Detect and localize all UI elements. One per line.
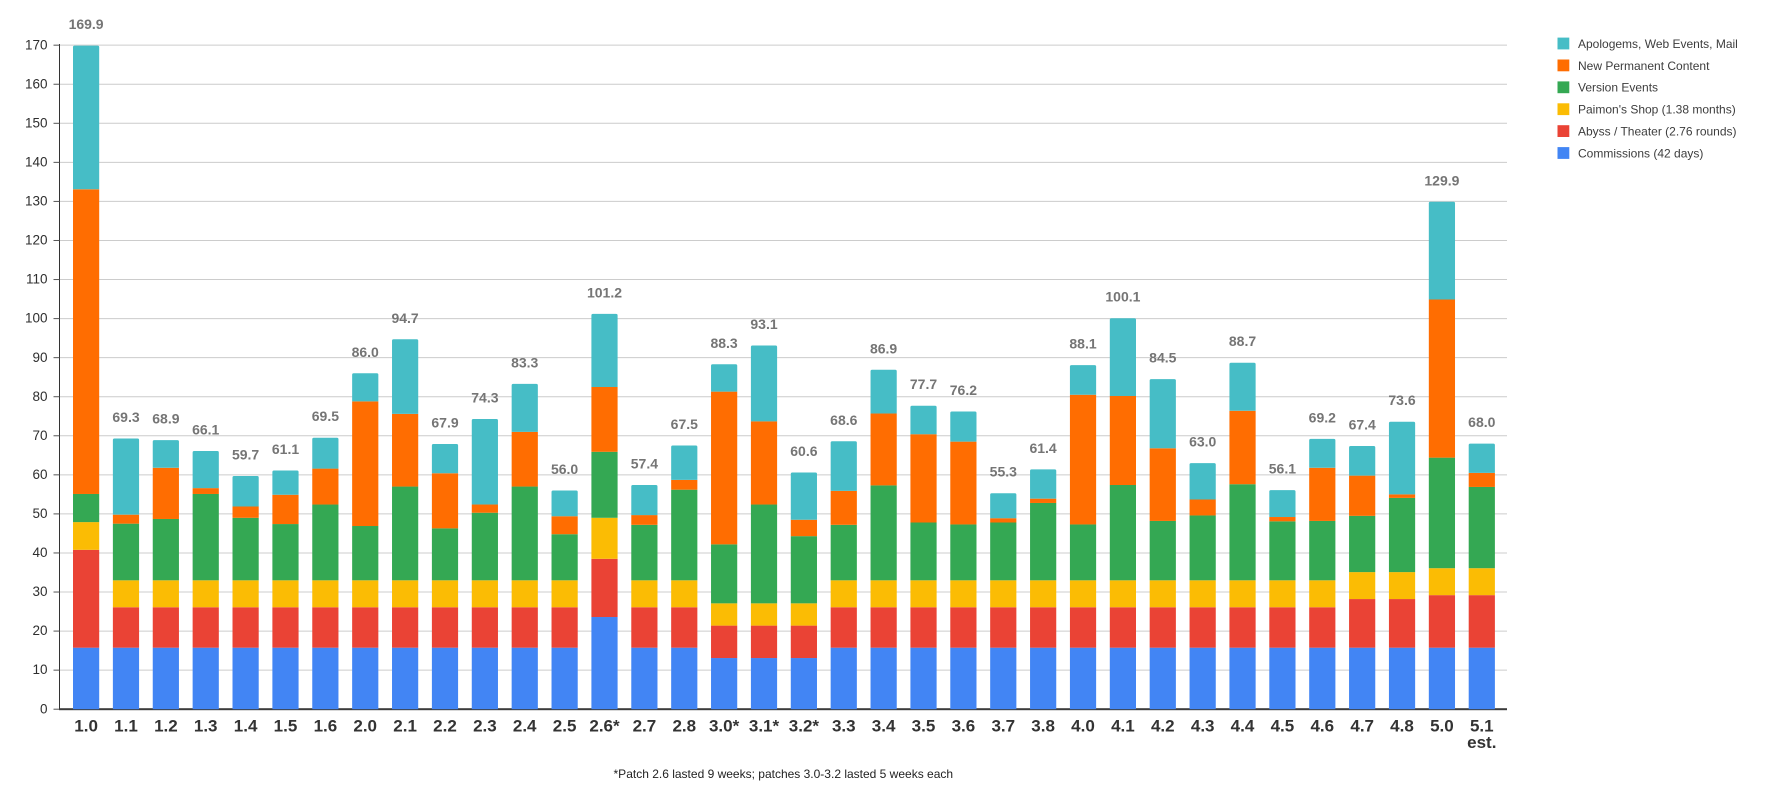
svg-text:4.8: 4.8 xyxy=(1390,717,1414,736)
svg-text:Version Events: Version Events xyxy=(1578,81,1658,95)
svg-text:2.6*: 2.6* xyxy=(589,717,620,736)
svg-text:120: 120 xyxy=(25,233,48,248)
svg-text:Abyss / Theater (2.76 rounds): Abyss / Theater (2.76 rounds) xyxy=(1578,125,1737,139)
svg-text:66.1: 66.1 xyxy=(192,422,219,438)
svg-text:3.3: 3.3 xyxy=(832,717,856,736)
svg-text:4.6: 4.6 xyxy=(1310,717,1334,736)
svg-text:1.5: 1.5 xyxy=(274,717,298,736)
svg-text:55.3: 55.3 xyxy=(990,464,1017,480)
svg-text:2.1: 2.1 xyxy=(393,717,417,736)
svg-text:61.1: 61.1 xyxy=(272,441,299,457)
svg-text:3.8: 3.8 xyxy=(1031,717,1055,736)
svg-text:94.7: 94.7 xyxy=(391,310,418,326)
svg-text:169.9: 169.9 xyxy=(69,16,104,32)
svg-text:100: 100 xyxy=(25,311,48,326)
svg-text:5.1: 5.1 xyxy=(1470,717,1494,736)
svg-text:Commissions (42 days): Commissions (42 days) xyxy=(1578,146,1703,160)
svg-text:160: 160 xyxy=(25,76,48,91)
svg-text:2.4: 2.4 xyxy=(513,717,537,736)
svg-text:Paimon's Shop (1.38 months): Paimon's Shop (1.38 months) xyxy=(1578,103,1736,117)
svg-text:69.3: 69.3 xyxy=(112,409,139,425)
svg-text:56.0: 56.0 xyxy=(551,461,578,477)
svg-text:69.2: 69.2 xyxy=(1309,409,1336,425)
svg-text:1.3: 1.3 xyxy=(194,717,218,736)
svg-text:1.6: 1.6 xyxy=(314,717,338,736)
svg-text:4.0: 4.0 xyxy=(1071,717,1095,736)
svg-text:84.5: 84.5 xyxy=(1149,350,1176,366)
svg-text:67.4: 67.4 xyxy=(1349,416,1376,432)
svg-text:69.5: 69.5 xyxy=(312,408,339,424)
svg-text:4.1: 4.1 xyxy=(1111,717,1135,736)
svg-text:88.7: 88.7 xyxy=(1229,333,1256,349)
svg-text:59.7: 59.7 xyxy=(232,447,259,463)
svg-text:10: 10 xyxy=(32,662,47,677)
svg-text:2.5: 2.5 xyxy=(553,717,577,736)
svg-text:80: 80 xyxy=(32,389,47,404)
svg-text:88.3: 88.3 xyxy=(710,335,737,351)
svg-text:83.3: 83.3 xyxy=(511,354,538,370)
svg-text:3.2*: 3.2* xyxy=(789,717,820,736)
svg-text:77.7: 77.7 xyxy=(910,376,937,392)
svg-text:110: 110 xyxy=(26,272,48,287)
svg-text:150: 150 xyxy=(25,115,48,130)
svg-text:140: 140 xyxy=(25,154,48,169)
svg-text:2.2: 2.2 xyxy=(433,717,457,736)
svg-text:63.0: 63.0 xyxy=(1189,434,1216,450)
svg-text:40: 40 xyxy=(32,545,47,560)
svg-text:4.3: 4.3 xyxy=(1191,717,1215,736)
svg-text:57.4: 57.4 xyxy=(631,456,658,472)
svg-text:74.3: 74.3 xyxy=(471,389,498,405)
svg-text:2.8: 2.8 xyxy=(672,717,696,736)
svg-text:73.6: 73.6 xyxy=(1388,392,1415,408)
svg-text:1.1: 1.1 xyxy=(114,717,138,736)
svg-text:67.5: 67.5 xyxy=(671,416,698,432)
svg-text:4.2: 4.2 xyxy=(1151,717,1175,736)
svg-text:88.1: 88.1 xyxy=(1069,336,1096,352)
svg-text:3.5: 3.5 xyxy=(912,717,936,736)
svg-text:130: 130 xyxy=(25,194,48,209)
svg-text:5.0: 5.0 xyxy=(1430,717,1454,736)
svg-text:76.2: 76.2 xyxy=(950,382,977,398)
svg-text:170: 170 xyxy=(25,37,48,52)
svg-text:Apologems, Web Events, Mail: Apologems, Web Events, Mail xyxy=(1578,37,1738,51)
svg-text:1.0: 1.0 xyxy=(74,717,98,736)
svg-text:3.1*: 3.1* xyxy=(749,717,780,736)
svg-text:4.5: 4.5 xyxy=(1271,717,1295,736)
svg-text:60.6: 60.6 xyxy=(790,443,817,459)
svg-text:101.2: 101.2 xyxy=(587,284,622,300)
svg-text:86.9: 86.9 xyxy=(870,340,897,356)
svg-text:1.4: 1.4 xyxy=(234,717,258,736)
svg-text:61.4: 61.4 xyxy=(1029,440,1056,456)
svg-text:4.4: 4.4 xyxy=(1231,717,1255,736)
svg-text:2.0: 2.0 xyxy=(353,717,377,736)
svg-text:est.: est. xyxy=(1467,733,1496,752)
svg-text:100.1: 100.1 xyxy=(1105,289,1140,305)
svg-text:67.9: 67.9 xyxy=(431,414,458,430)
svg-text:0: 0 xyxy=(40,701,48,716)
svg-text:56.1: 56.1 xyxy=(1269,461,1296,477)
svg-text:129.9: 129.9 xyxy=(1424,172,1459,188)
svg-text:*Patch 2.6 lasted 9 weeks; pat: *Patch 2.6 lasted 9 weeks; patches 3.0-3… xyxy=(614,767,954,781)
svg-text:New Permanent Content: New Permanent Content xyxy=(1578,59,1710,73)
svg-text:86.0: 86.0 xyxy=(352,344,379,360)
svg-text:50: 50 xyxy=(32,506,47,521)
svg-text:20: 20 xyxy=(32,623,47,638)
svg-text:70: 70 xyxy=(32,428,47,443)
svg-text:68.0: 68.0 xyxy=(1468,414,1495,430)
svg-text:3.7: 3.7 xyxy=(991,717,1015,736)
svg-text:3.0*: 3.0* xyxy=(709,717,740,736)
svg-text:60: 60 xyxy=(32,467,47,482)
svg-text:2.3: 2.3 xyxy=(473,717,497,736)
svg-text:1.2: 1.2 xyxy=(154,717,178,736)
svg-text:68.9: 68.9 xyxy=(152,411,179,427)
svg-text:3.6: 3.6 xyxy=(952,717,976,736)
svg-text:2.7: 2.7 xyxy=(633,717,657,736)
svg-text:4.7: 4.7 xyxy=(1350,717,1374,736)
svg-text:68.6: 68.6 xyxy=(830,412,857,428)
svg-text:90: 90 xyxy=(32,350,47,365)
svg-text:3.4: 3.4 xyxy=(872,717,896,736)
svg-text:30: 30 xyxy=(32,584,47,599)
svg-text:93.1: 93.1 xyxy=(750,316,777,332)
